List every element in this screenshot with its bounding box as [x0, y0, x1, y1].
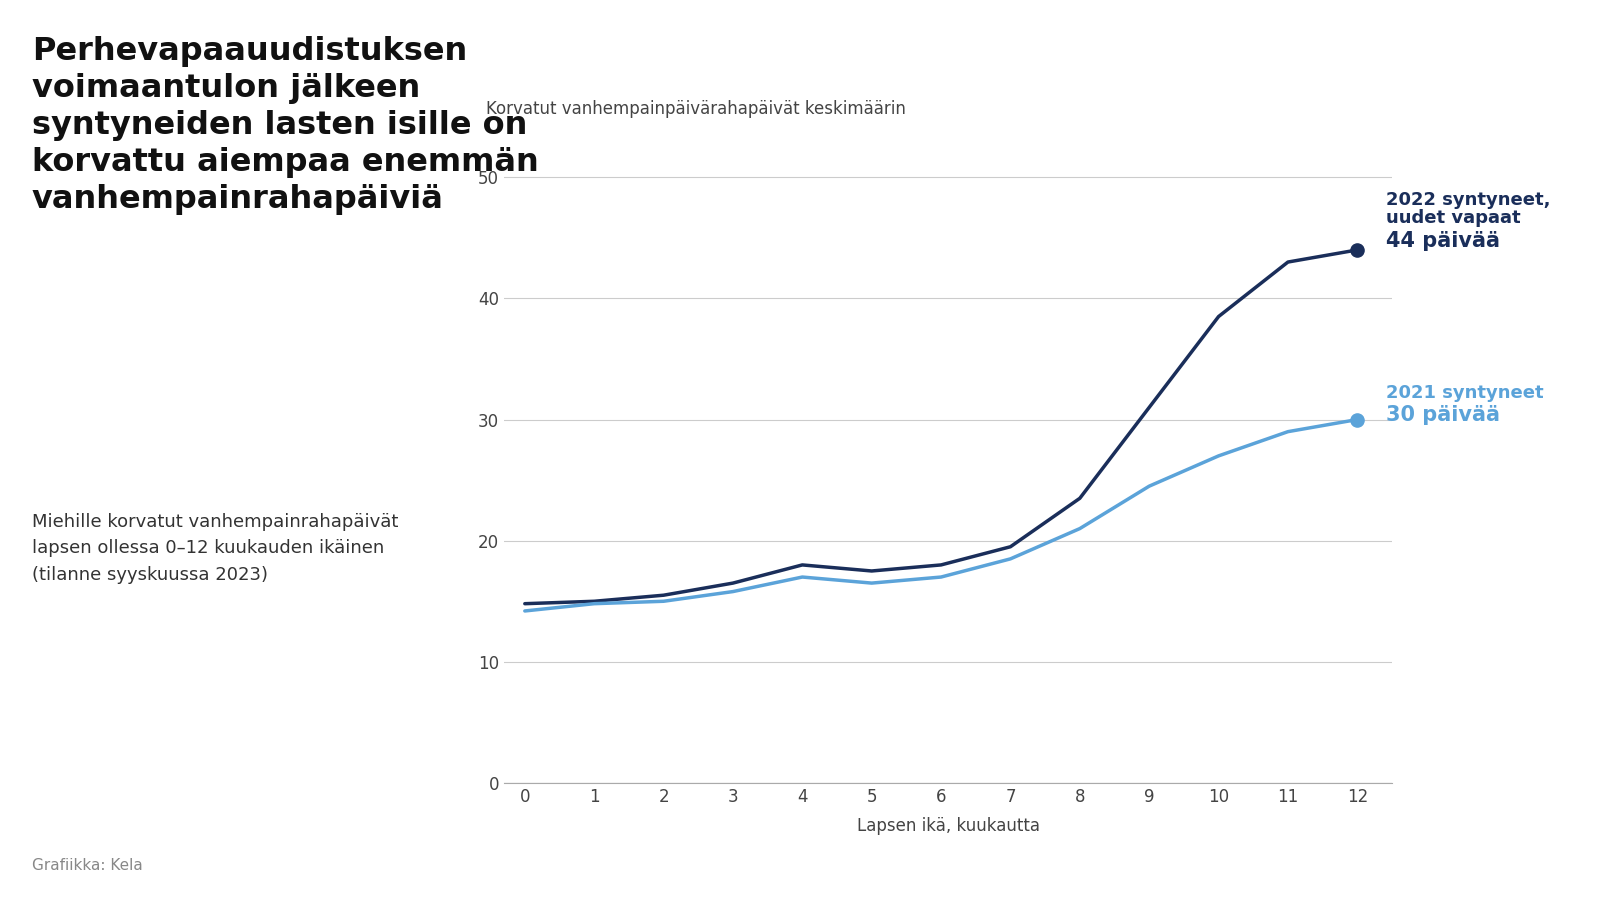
- Text: 2021 syntyneet: 2021 syntyneet: [1386, 383, 1544, 401]
- Text: Grafiikka: Kela: Grafiikka: Kela: [32, 858, 142, 873]
- Text: Korvatut vanhempainpäivärahapäivät keskimäärin: Korvatut vanhempainpäivärahapäivät keski…: [486, 101, 906, 119]
- Text: 44 päivää: 44 päivää: [1386, 231, 1501, 251]
- Text: Perhevapaauudistuksen
voimaantulon jälkeen
syntyneiden lasten isille on
korvattu: Perhevapaauudistuksen voimaantulon jälke…: [32, 36, 539, 215]
- Text: 30 päivää: 30 päivää: [1386, 405, 1501, 425]
- X-axis label: Lapsen ikä, kuukautta: Lapsen ikä, kuukautta: [856, 817, 1040, 835]
- Text: Miehille korvatut vanhempainrahapäivät
lapsen ollessa 0–12 kuukauden ikäinen
(ti: Miehille korvatut vanhempainrahapäivät l…: [32, 513, 398, 584]
- Point: [1344, 243, 1370, 257]
- Text: uudet vapaat: uudet vapaat: [1386, 210, 1520, 228]
- Text: 2022 syntyneet,: 2022 syntyneet,: [1386, 192, 1550, 210]
- Point: [1344, 412, 1370, 427]
